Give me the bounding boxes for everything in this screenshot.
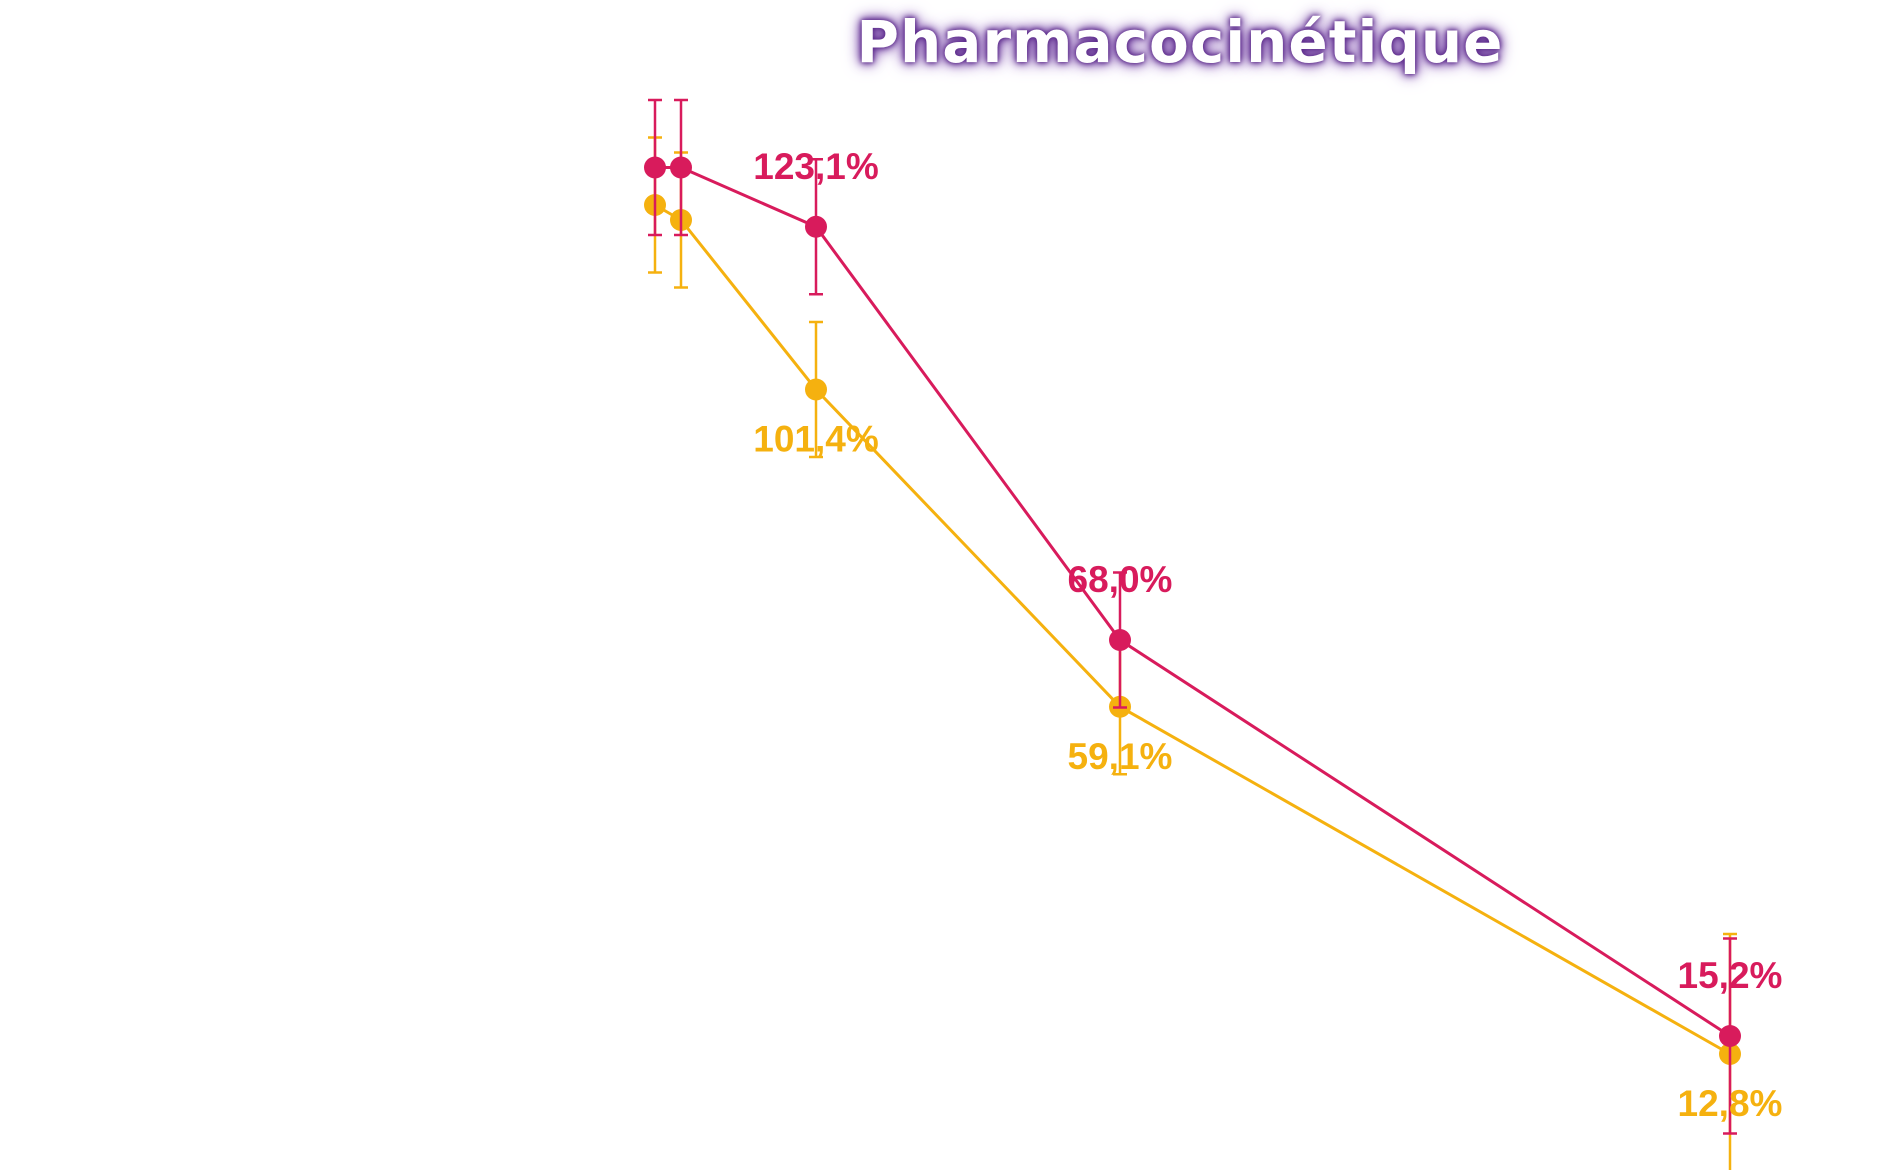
data-point [805, 215, 827, 238]
label-layer: 101,4% 59,1% 12,8% 123,1% 68,0% 15,2% [753, 146, 1782, 1124]
data-label: 68,0% [1068, 559, 1173, 600]
data-label: 59,1% [1068, 736, 1173, 777]
data-point [1719, 1025, 1741, 1047]
series-0 [644, 98, 1741, 1135]
chart-title: Pharmacocinétique [856, 8, 1504, 76]
data-point [805, 378, 827, 401]
data-label: 12,8% [1678, 1083, 1783, 1124]
data-point [644, 156, 666, 179]
data-point [670, 156, 692, 179]
data-point [1109, 629, 1131, 651]
series-1 [644, 136, 1741, 1170]
series-layer [644, 98, 1741, 1170]
data-label: 101,4% [753, 419, 879, 460]
data-label: 15,2% [1678, 955, 1783, 996]
data-label: 123,1% [753, 146, 879, 187]
series-0-line [655, 166, 1731, 1038]
